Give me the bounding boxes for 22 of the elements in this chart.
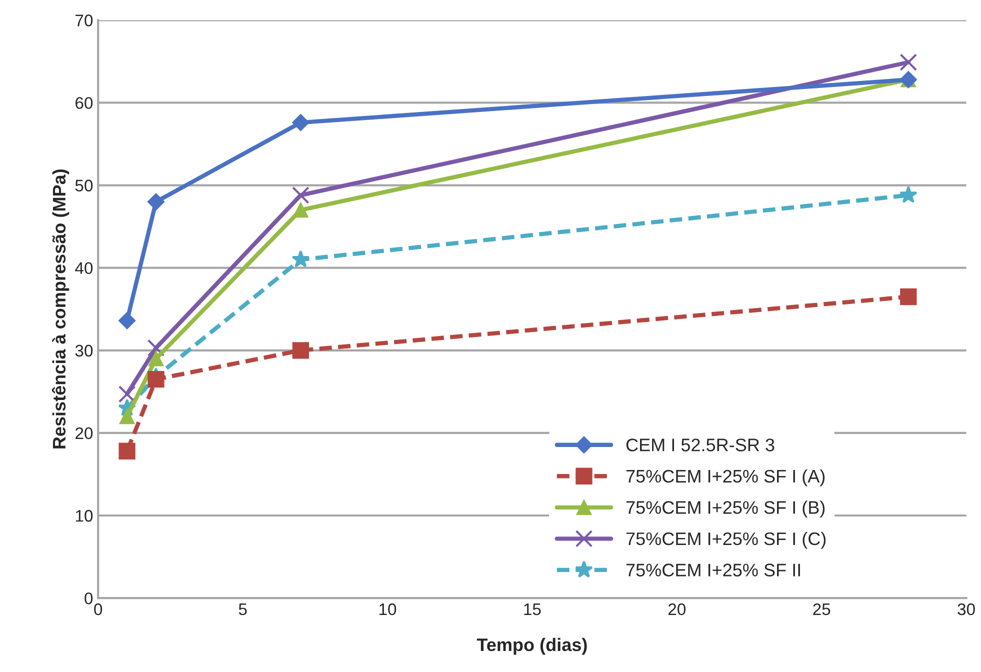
x-tick-label: 25	[813, 603, 830, 616]
x-axis-title: Tempo (dias)	[476, 638, 587, 655]
legend-label: 75%CEM I+25% SF II	[626, 564, 800, 576]
x-tick-label: 20	[668, 603, 686, 616]
y-tick-label: 50	[75, 180, 93, 192]
y-tick-label: 60	[76, 97, 93, 109]
y-axis-title: Resistência à compressão (MPa)	[52, 170, 70, 448]
y-tick-label: 0	[84, 592, 93, 604]
legend-label: 75%CEM I+25% SF I (B)	[626, 500, 825, 518]
y-tick-label: 10	[76, 510, 93, 522]
y-tick-label: 20	[76, 427, 93, 440]
legend-label: 75%CEM I+25% SF I (A)	[626, 469, 825, 486]
x-tick-label: 15	[524, 604, 541, 616]
legend-label: CEM I 52.5R-SR 3	[626, 438, 774, 452]
y-tick-label: 30	[75, 344, 93, 357]
x-tick-label: 5	[238, 604, 247, 616]
legend-label: 75%CEM I+25% SF I (C)	[626, 532, 826, 549]
y-tick-label: 40	[75, 262, 93, 274]
x-tick-label: 0	[94, 603, 102, 616]
y-tick-label: 70	[76, 14, 93, 26]
x-tick-label: 30	[958, 603, 975, 616]
x-tick-label: 10	[380, 603, 396, 616]
